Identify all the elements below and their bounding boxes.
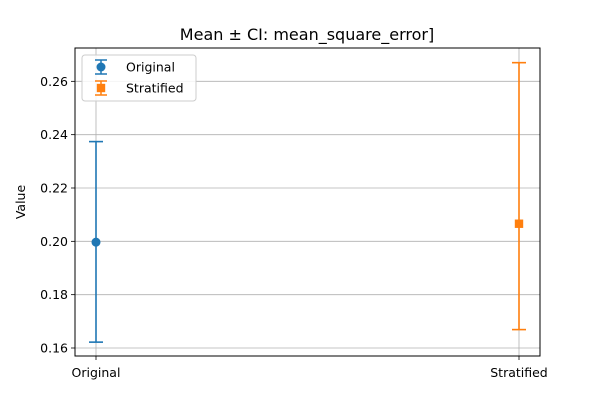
data-point (91, 237, 101, 247)
data-point (514, 219, 524, 228)
legend-label: Original (126, 60, 175, 75)
y-tick-label: 0.18 (40, 287, 68, 302)
plot-data (89, 61, 526, 343)
legend-marker (96, 83, 106, 93)
y-tick-label: 0.20 (40, 234, 68, 249)
y-tick-label: 0.26 (40, 74, 68, 89)
legend-label: Stratified (126, 81, 184, 96)
ticks: 0.16 0.18 0.20 0.22 0.24 0.26 Original Stratifi… (40, 74, 548, 380)
plot-frame (74, 47, 541, 357)
legend-box (81, 54, 197, 102)
y-tick-label: 0.22 (40, 181, 68, 196)
x-tick-label: Stratified (490, 365, 548, 380)
legend-marker (96, 62, 106, 72)
y-tick-label: 0.24 (40, 127, 68, 142)
y-tick-label: 0.16 (40, 341, 68, 356)
x-tick-label: Original (72, 365, 121, 380)
y-axis-label: Value (13, 185, 28, 220)
chart-title: Mean ± CI: mean_square_error] (180, 25, 434, 45)
legend: Original Stratified (81, 54, 197, 102)
